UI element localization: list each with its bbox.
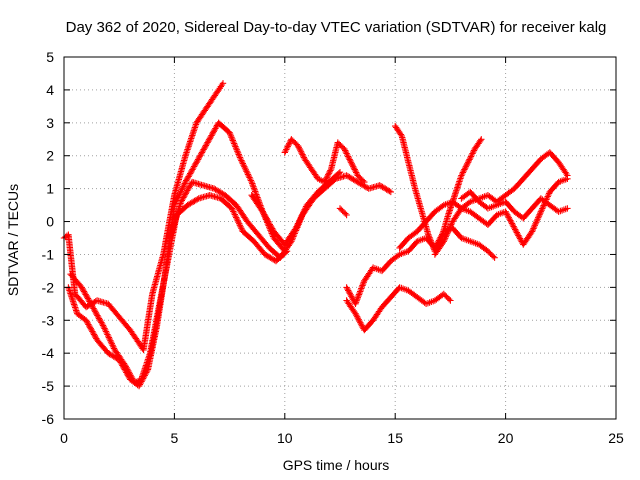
grid-layer (64, 57, 616, 419)
y-tick-label: 2 (46, 148, 54, 164)
y-tick-label: -3 (42, 312, 55, 328)
x-tick-label: 15 (387, 430, 403, 446)
data-point-markers (343, 284, 454, 334)
data-series-track-12 (431, 175, 571, 258)
x-axis-label: GPS time / hours (283, 457, 390, 473)
y-tick-label: 0 (46, 214, 54, 230)
plot-frame (63, 56, 617, 420)
data-series-track-7 (336, 205, 350, 219)
x-tick-label: 0 (60, 430, 68, 446)
tick-layer: 0 5 10 15 20 25 -6 -5 -4 -3 -2 -1 0 1 2 3 4 5 (42, 49, 624, 446)
y-tick-label: 3 (46, 115, 54, 131)
data-series-track-5 (281, 136, 368, 186)
data-point-markers (336, 205, 350, 219)
chart-title: Day 362 of 2020, Sidereal Day-to-day VTE… (66, 19, 607, 36)
y-tick-label: -2 (42, 279, 55, 295)
x-tick-label: 10 (277, 430, 293, 446)
data-point-markers (281, 136, 368, 186)
data-series-track-9 (343, 284, 454, 334)
data-series-track-13 (458, 188, 571, 222)
y-tick-label: -4 (42, 345, 55, 361)
y-tick-label: 5 (46, 49, 54, 65)
y-tick-label: 4 (46, 82, 54, 98)
y-tick-label: -1 (42, 246, 55, 262)
data-point-markers (458, 188, 571, 222)
x-tick-label: 20 (498, 430, 514, 446)
y-axis-label: SDTVAR / TECUs (5, 184, 21, 296)
data-point-markers (248, 169, 344, 248)
data-series-track-10 (392, 122, 485, 255)
y-tick-label: -6 (42, 411, 55, 427)
x-tick-label: 5 (171, 430, 179, 446)
data-layer (60, 80, 571, 390)
data-point-markers (431, 175, 571, 258)
y-tick-label: 1 (46, 181, 54, 197)
x-tick-label: 25 (608, 430, 624, 446)
data-point-markers (392, 122, 485, 255)
y-tick-label: -5 (42, 378, 55, 394)
data-series-track-6 (248, 169, 344, 248)
